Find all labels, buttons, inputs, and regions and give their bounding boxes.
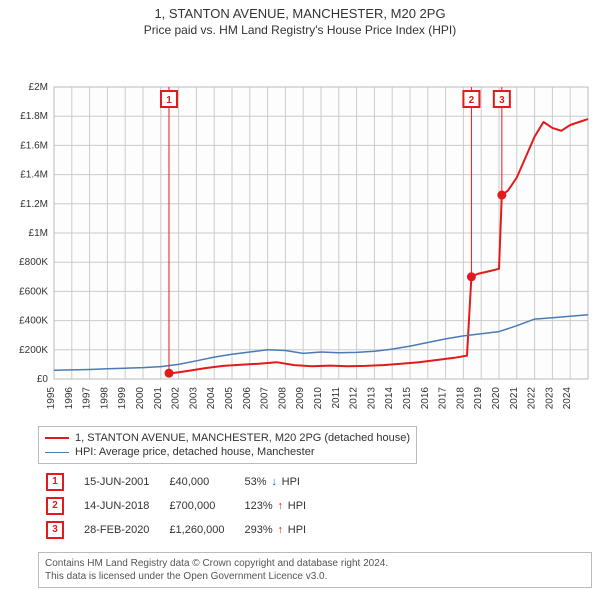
x-tick-label: 2019	[473, 387, 484, 410]
x-tick-label: 2022	[527, 387, 538, 410]
x-tick-label: 1998	[99, 387, 110, 410]
x-tick-label: 2003	[188, 387, 199, 410]
x-tick-label: 2020	[491, 387, 502, 410]
legend-label: 1, STANTON AVENUE, MANCHESTER, M20 2PG (…	[75, 431, 410, 445]
x-tick-label: 1999	[117, 387, 128, 410]
arrow-up-icon: ↑	[276, 524, 285, 536]
x-tick-label: 2018	[455, 387, 466, 410]
table-row: 3 28-FEB-2020£1,260,000293% ↑ HPI	[36, 518, 316, 542]
x-tick-label: 1997	[82, 387, 93, 410]
row-date: 15-JUN-2001	[74, 470, 159, 494]
legend-row: HPI: Average price, detached house, Manc…	[45, 445, 410, 459]
arrow-down-icon: ↓	[270, 476, 279, 488]
marker-dot	[467, 273, 475, 281]
x-tick-label: 2002	[171, 387, 182, 410]
x-tick-label: 2011	[331, 387, 342, 409]
y-tick-label: £1.2M	[20, 199, 48, 210]
x-tick-label: 2008	[277, 387, 288, 410]
arrow-up-icon: ↑	[276, 500, 285, 512]
legend: 1, STANTON AVENUE, MANCHESTER, M20 2PG (…	[38, 426, 417, 464]
transaction-table: 1 15-JUN-2001£40,00053% ↓ HPI 2 14-JUN-2018…	[36, 470, 316, 542]
legend-row: 1, STANTON AVENUE, MANCHESTER, M20 2PG (…	[45, 431, 410, 445]
x-tick-label: 2005	[224, 387, 235, 410]
attribution-footer: Contains HM Land Registry data © Crown c…	[38, 552, 592, 588]
footer-line1: Contains HM Land Registry data © Crown c…	[45, 557, 585, 570]
x-tick-label: 1996	[64, 387, 75, 410]
row-price: £40,000	[159, 470, 234, 494]
row-price: £1,260,000	[159, 518, 234, 542]
x-tick-label: 2009	[295, 387, 306, 410]
row-date: 28-FEB-2020	[74, 518, 159, 542]
title-line1: 1, STANTON AVENUE, MANCHESTER, M20 2PG	[0, 0, 600, 21]
x-tick-label: 2021	[509, 387, 520, 410]
y-tick-label: £200K	[19, 345, 48, 356]
x-tick-label: 1995	[46, 387, 57, 410]
y-tick-label: £2M	[29, 82, 48, 93]
legend-label: HPI: Average price, detached house, Manc…	[75, 445, 315, 459]
marker-dot	[498, 191, 506, 199]
y-tick-label: £1.8M	[20, 111, 48, 122]
x-tick-label: 2014	[384, 387, 395, 410]
x-tick-label: 2004	[206, 387, 217, 410]
y-tick-label: £400K	[19, 316, 48, 327]
row-date: 14-JUN-2018	[74, 494, 159, 518]
marker-badge-number: 3	[499, 95, 505, 106]
x-tick-label: 2023	[544, 387, 555, 410]
row-marker-badge: 1	[46, 473, 64, 491]
legend-swatch	[45, 437, 69, 439]
x-tick-label: 2016	[420, 387, 431, 410]
marker-dot	[165, 369, 173, 377]
table-row: 2 14-JUN-2018£700,000123% ↑ HPI	[36, 494, 316, 518]
row-pct-vs-hpi: 123% ↑ HPI	[235, 494, 317, 518]
row-marker-badge: 3	[46, 521, 64, 539]
x-tick-label: 2001	[153, 387, 164, 410]
x-tick-label: 2024	[562, 387, 573, 410]
x-tick-label: 2012	[349, 387, 360, 410]
x-tick-label: 2000	[135, 387, 146, 410]
x-tick-label: 2017	[438, 387, 449, 410]
footer-line2: This data is licensed under the Open Gov…	[45, 570, 585, 583]
x-tick-label: 2015	[402, 387, 413, 410]
title-line2: Price paid vs. HM Land Registry's House …	[0, 21, 600, 37]
price-chart: £0 £200K £400K £600K £800K £1M £1.2M £1.4M £1.6M…	[0, 37, 600, 417]
x-tick-label: 2010	[313, 387, 324, 410]
y-tick-label: £800K	[19, 257, 48, 268]
row-marker-badge: 2	[46, 497, 64, 515]
row-pct-vs-hpi: 53% ↓ HPI	[235, 470, 317, 494]
y-tick-label: £0	[37, 374, 49, 385]
x-tick-label: 2013	[366, 387, 377, 410]
y-tick-label: £1M	[29, 228, 48, 239]
row-pct-vs-hpi: 293% ↑ HPI	[235, 518, 317, 542]
y-tick-label: £600K	[19, 286, 48, 297]
x-tick-label: 2007	[260, 387, 271, 410]
table-row: 1 15-JUN-2001£40,00053% ↓ HPI	[36, 470, 316, 494]
y-tick-label: £1.4M	[20, 170, 48, 181]
legend-swatch	[45, 452, 69, 453]
y-tick-label: £1.6M	[20, 140, 48, 151]
marker-badge-number: 1	[166, 95, 172, 106]
row-price: £700,000	[159, 494, 234, 518]
x-tick-label: 2006	[242, 387, 253, 410]
marker-badge-number: 2	[469, 95, 475, 106]
